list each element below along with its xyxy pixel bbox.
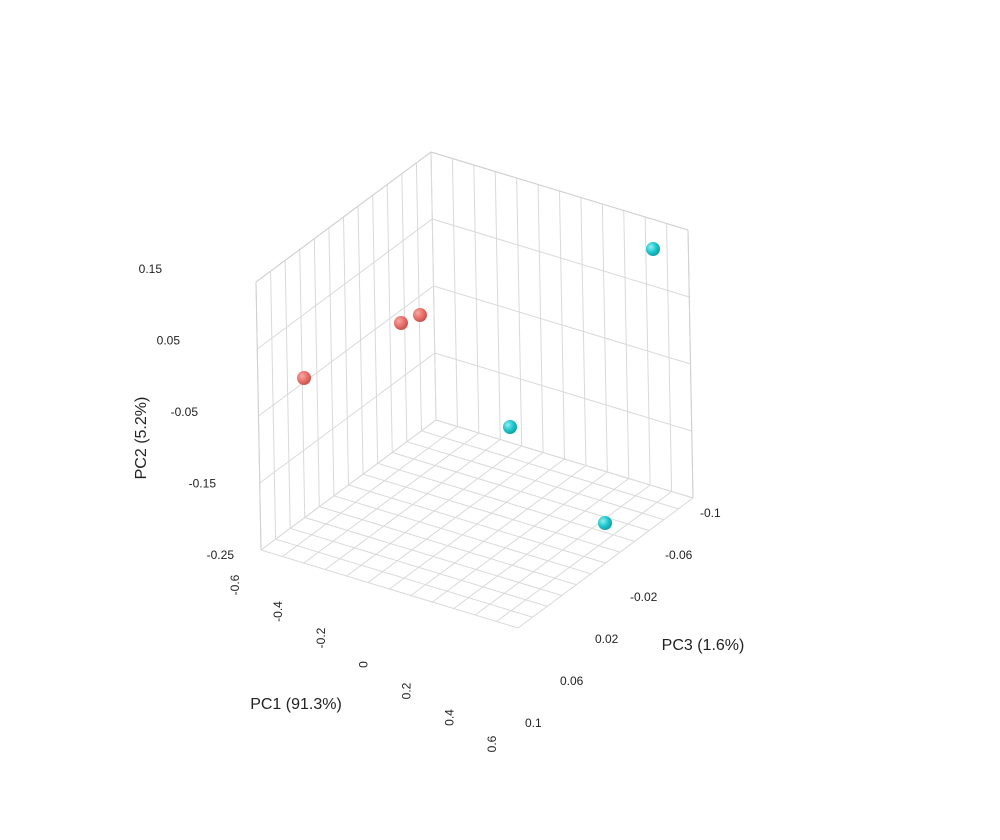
y-tick-label: 0.15 xyxy=(139,262,163,276)
x-tick-label: -0.4 xyxy=(271,601,285,622)
y-tick-label: -0.15 xyxy=(189,477,217,491)
data-points xyxy=(297,242,660,530)
data-point xyxy=(394,316,408,330)
z-tick-label: -0.06 xyxy=(665,548,693,562)
tick-labels: -0.1 -0.06 -0.02 0.02 0.06 0.1 -0.6 -0.4 -0.2 0 0.… xyxy=(139,262,721,752)
y-tick-label: -0.05 xyxy=(171,405,199,419)
frame-edge xyxy=(255,151,432,283)
z-axis-title: PC3 (1.6%) xyxy=(662,637,745,654)
data-point xyxy=(503,420,517,434)
right-wall-gridline xyxy=(432,218,690,298)
floor-gridline xyxy=(517,497,694,629)
right-wall-gridline xyxy=(433,285,691,365)
data-point xyxy=(646,242,660,256)
y-tick-label: -0.25 xyxy=(207,548,235,562)
z-tick-label: -0.02 xyxy=(630,590,658,604)
data-point xyxy=(413,308,427,322)
left-wall-gridline xyxy=(258,285,434,417)
floor-gridline xyxy=(260,549,519,629)
frame-edge xyxy=(255,281,262,551)
frame-layer xyxy=(255,151,694,551)
z-tick-label: 0.1 xyxy=(525,716,542,730)
left-wall-gridline xyxy=(259,352,436,484)
right-wall-gridline xyxy=(434,352,692,432)
floor-gridline xyxy=(275,538,533,618)
x-tick-label: 0 xyxy=(357,661,371,668)
floor-gridline xyxy=(496,491,672,622)
grid-layer xyxy=(255,151,694,629)
x-tick-label: 0.2 xyxy=(400,682,414,699)
floor-gridline xyxy=(474,484,651,616)
right-wall-gridline xyxy=(435,419,694,499)
frame-edge xyxy=(430,151,689,231)
x-axis-title: PC1 (91.3%) xyxy=(250,696,342,713)
z-tick-label: -0.1 xyxy=(700,506,721,520)
left-wall-gridline xyxy=(256,218,433,350)
data-point xyxy=(297,371,311,385)
frame-edge xyxy=(687,229,694,499)
x-tick-label: -0.2 xyxy=(314,627,328,648)
y-axis-title: PC2 (5.2%) xyxy=(133,397,150,480)
x-tick-label: 0.4 xyxy=(442,709,456,726)
z-tick-label: 0.06 xyxy=(560,674,584,688)
x-tick-label: -0.6 xyxy=(228,574,242,595)
data-point xyxy=(598,516,612,530)
x-tick-label: 0.6 xyxy=(485,735,499,752)
left-wall-gridline xyxy=(260,419,437,551)
z-tick-label: 0.02 xyxy=(595,632,619,646)
y-tick-label: 0.05 xyxy=(157,334,181,348)
